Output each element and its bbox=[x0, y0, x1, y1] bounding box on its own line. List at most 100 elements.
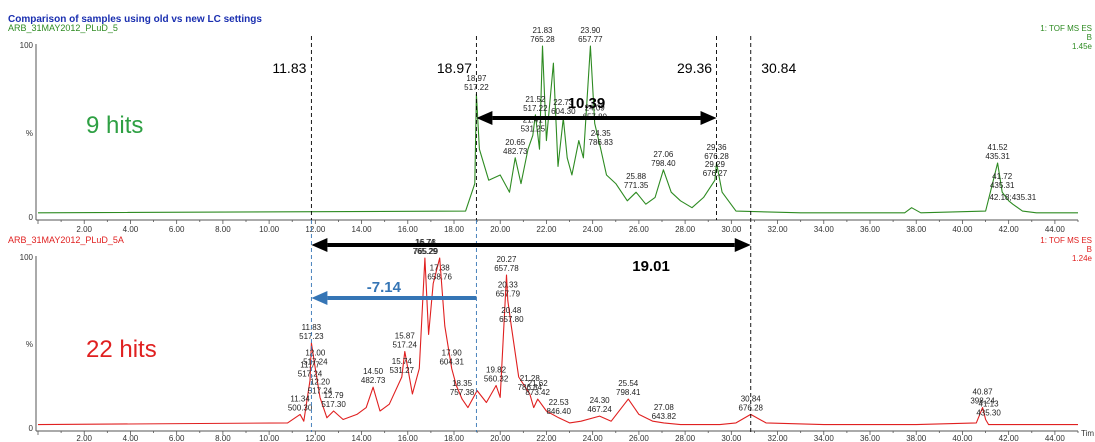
peak-label: 786.84 bbox=[518, 383, 543, 392]
peak-label: 765.29 bbox=[414, 247, 439, 256]
x-tick-label: 34.00 bbox=[814, 225, 835, 234]
peak-label: 657.77 bbox=[578, 35, 603, 44]
peak-label: 12.20 bbox=[310, 377, 331, 386]
peak-label: 517.24 bbox=[393, 341, 418, 350]
peak-label: 16.78 bbox=[416, 238, 437, 247]
x-tick-label: 20.00 bbox=[490, 434, 511, 442]
x-tick-label: 26.00 bbox=[629, 225, 650, 234]
panel-corner-label: 1.45e bbox=[1072, 42, 1093, 51]
chromatogram-trace bbox=[37, 45, 1078, 214]
chart-title: Comparison of samples using old vs new L… bbox=[8, 14, 262, 25]
x-tick-label: 14.00 bbox=[352, 225, 373, 234]
peak-label: 27.06 bbox=[653, 150, 674, 159]
panel-corner-label: 1.24e bbox=[1072, 254, 1093, 263]
y-tick-label: % bbox=[26, 129, 33, 138]
peak-label: 643.82 bbox=[652, 412, 677, 421]
x-tick-label: 36.00 bbox=[860, 225, 881, 234]
peak-label: 20.27 bbox=[496, 255, 517, 264]
window-time-label: 11.83 bbox=[272, 60, 306, 76]
x-tick-label: 6.00 bbox=[169, 434, 185, 442]
peak-label: 29.29 bbox=[705, 160, 726, 169]
peak-label: 21.62 bbox=[528, 379, 549, 388]
peak-label: 604.31 bbox=[439, 358, 464, 367]
peak-label: 30.84 bbox=[741, 394, 762, 403]
peak-label: 12.00 bbox=[305, 349, 326, 358]
x-tick-label: 26.00 bbox=[629, 434, 650, 442]
peak-label: 23.90 bbox=[580, 26, 601, 35]
peak-label: 765.29 bbox=[413, 247, 438, 256]
peak-label: 20.48 bbox=[501, 306, 522, 315]
arrow-difference-label: 10.39 bbox=[568, 95, 606, 112]
peak-label: 29.36 bbox=[707, 143, 728, 152]
peak-label: 604.30 bbox=[551, 107, 576, 116]
peak-label: 27.08 bbox=[654, 403, 675, 412]
peak-label: 517.24 bbox=[308, 386, 333, 395]
panel-corner-label: 1: TOF MS ES bbox=[1040, 24, 1092, 33]
x-tick-label: 30.00 bbox=[721, 434, 742, 442]
panel-corner-label: B bbox=[1087, 33, 1092, 42]
x-tick-label: 18.00 bbox=[444, 225, 465, 234]
x-tick-label: 28.00 bbox=[675, 434, 696, 442]
peak-label: 25.88 bbox=[626, 172, 647, 181]
peak-label: 657.79 bbox=[496, 290, 521, 299]
peak-label: 531.25 bbox=[521, 124, 546, 133]
y-tick-label: 100 bbox=[20, 253, 34, 262]
peak-label: 17.38 bbox=[430, 264, 451, 273]
y-tick-label: % bbox=[26, 340, 33, 349]
peak-label: 435.31 bbox=[990, 181, 1015, 190]
peak-label: 19.82 bbox=[486, 366, 507, 375]
peak-label: 41.13 bbox=[979, 400, 1000, 409]
peak-label: 21.28 bbox=[520, 374, 541, 383]
peak-label: 560.32 bbox=[484, 375, 509, 384]
peak-label: 798.40 bbox=[651, 159, 676, 168]
peak-label: 18.35 bbox=[452, 379, 473, 388]
peak-label: 517.23 bbox=[299, 332, 324, 341]
x-tick-label: 16.00 bbox=[398, 225, 419, 234]
arrow-head bbox=[700, 111, 717, 125]
hits-count-label: 22 hits bbox=[86, 336, 157, 363]
x-tick-label: 6.00 bbox=[169, 225, 185, 234]
peak-label: 20.65 bbox=[505, 138, 526, 147]
peak-label: 846.40 bbox=[546, 407, 571, 416]
peak-label: 771.35 bbox=[624, 181, 649, 190]
x-tick-label: 38.00 bbox=[906, 434, 927, 442]
x-tick-label: 42.00 bbox=[999, 434, 1020, 442]
peak-label: 517.22 bbox=[523, 104, 548, 113]
x-tick-label: 16.00 bbox=[398, 434, 419, 442]
x-tick-label: 20.00 bbox=[490, 225, 511, 234]
peak-label: 517.24 bbox=[303, 358, 328, 367]
peak-label: 12.79 bbox=[324, 391, 345, 400]
y-tick-label: 0 bbox=[29, 213, 34, 222]
peak-label: 20.33 bbox=[498, 281, 519, 290]
panel-corner-label: 1: TOF MS ES bbox=[1040, 236, 1092, 245]
peak-label: 676.27 bbox=[703, 169, 728, 178]
arrow-difference-label: -7.14 bbox=[367, 279, 402, 296]
window-time-label: 18.97 bbox=[437, 60, 472, 76]
sample-name: ARB_31MAY2012_PLuD_5 bbox=[8, 23, 118, 33]
peak-label: 657.78 bbox=[494, 264, 519, 273]
peak-label: 11.34 bbox=[290, 394, 310, 403]
peak-label: 41.72 bbox=[992, 172, 1013, 181]
arrow-head bbox=[311, 291, 328, 305]
peak-label: 658.76 bbox=[427, 273, 452, 282]
peak-label: 517.24 bbox=[298, 369, 323, 378]
retention-window-annotations: 11.83 18.97 29.36 30.84 10.39 19.01 -7.14 Tim bbox=[272, 36, 1094, 438]
peak-label: 24.30 bbox=[590, 396, 611, 405]
x-tick-label: 14.00 bbox=[352, 434, 373, 442]
peak-label: 786.83 bbox=[589, 138, 614, 147]
peak-label: 22.53 bbox=[549, 398, 570, 407]
chromatogram-trace bbox=[37, 257, 1078, 426]
x-tick-label: 12.00 bbox=[305, 225, 326, 234]
x-tick-label: 22.00 bbox=[536, 225, 557, 234]
peak-label: 11.77 bbox=[300, 360, 320, 369]
peak-label: 41.52 bbox=[988, 143, 1009, 152]
x-tick-label: 10.00 bbox=[259, 434, 280, 442]
x-tick-label: 18.00 bbox=[444, 434, 465, 442]
x-tick-label: 24.00 bbox=[583, 225, 604, 234]
x-tick-label: 24.00 bbox=[583, 434, 604, 442]
peak-label: 22.73 bbox=[553, 98, 574, 107]
x-tick-label: 44.00 bbox=[1045, 434, 1066, 442]
panel-corner-label: B bbox=[1087, 245, 1092, 254]
